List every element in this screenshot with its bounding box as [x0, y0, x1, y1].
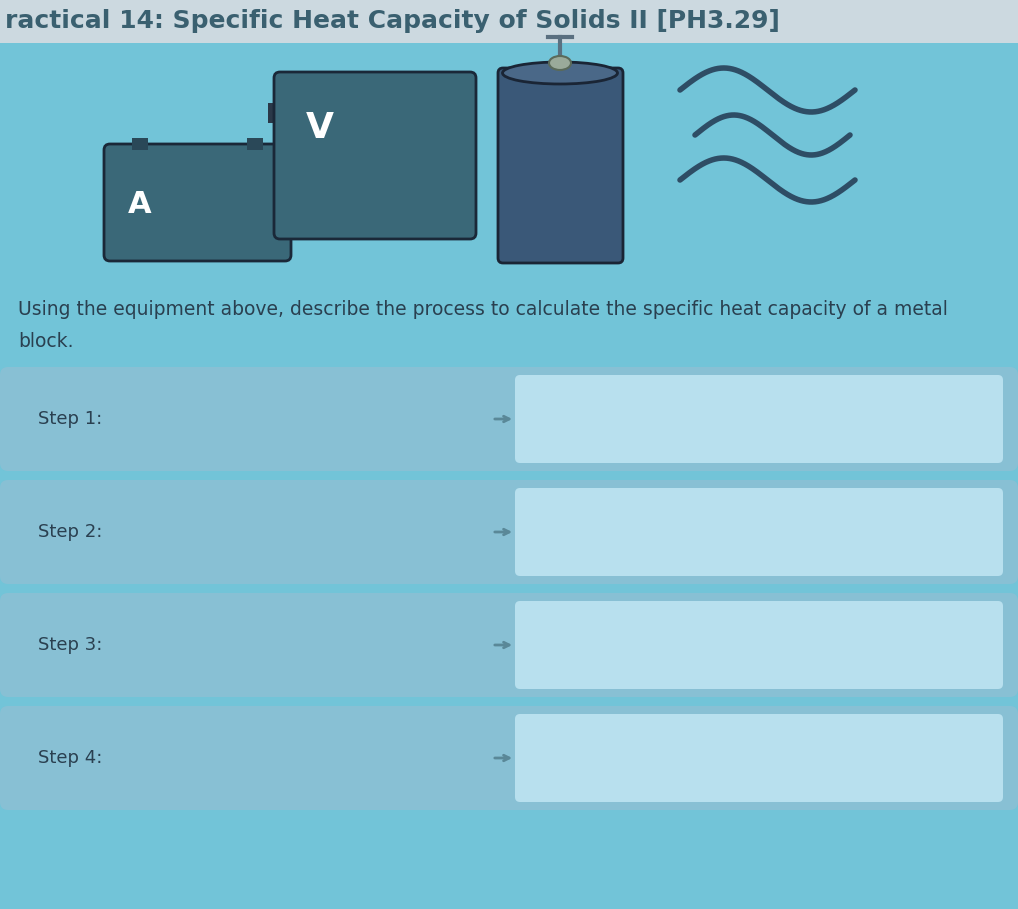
FancyBboxPatch shape [515, 375, 1003, 463]
FancyBboxPatch shape [0, 367, 1018, 471]
Bar [132, 138, 148, 150]
FancyBboxPatch shape [0, 706, 1018, 810]
FancyBboxPatch shape [515, 488, 1003, 576]
FancyBboxPatch shape [0, 593, 1018, 697]
Text: Step 4:: Step 4: [38, 749, 103, 767]
Ellipse shape [549, 56, 571, 70]
Text: Using the equipment above, describe the process to calculate the specific heat c: Using the equipment above, describe the … [18, 300, 948, 351]
FancyBboxPatch shape [0, 480, 1018, 584]
FancyBboxPatch shape [498, 68, 623, 263]
Text: Step 2:: Step 2: [38, 523, 103, 541]
Text: V: V [306, 111, 334, 145]
Text: Step 1:: Step 1: [38, 410, 102, 428]
FancyBboxPatch shape [104, 144, 291, 261]
FancyBboxPatch shape [274, 72, 476, 239]
FancyBboxPatch shape [515, 714, 1003, 802]
Bar [0, 0, 1018, 43]
FancyBboxPatch shape [515, 601, 1003, 689]
Bar [247, 138, 263, 150]
Bar [268, 103, 282, 123]
Text: ractical 14: Specific Heat Capacity of Solids II [PH3.29]: ractical 14: Specific Heat Capacity of S… [5, 9, 780, 33]
Ellipse shape [503, 62, 618, 84]
Text: Step 3:: Step 3: [38, 636, 103, 654]
Text: A: A [128, 190, 152, 219]
